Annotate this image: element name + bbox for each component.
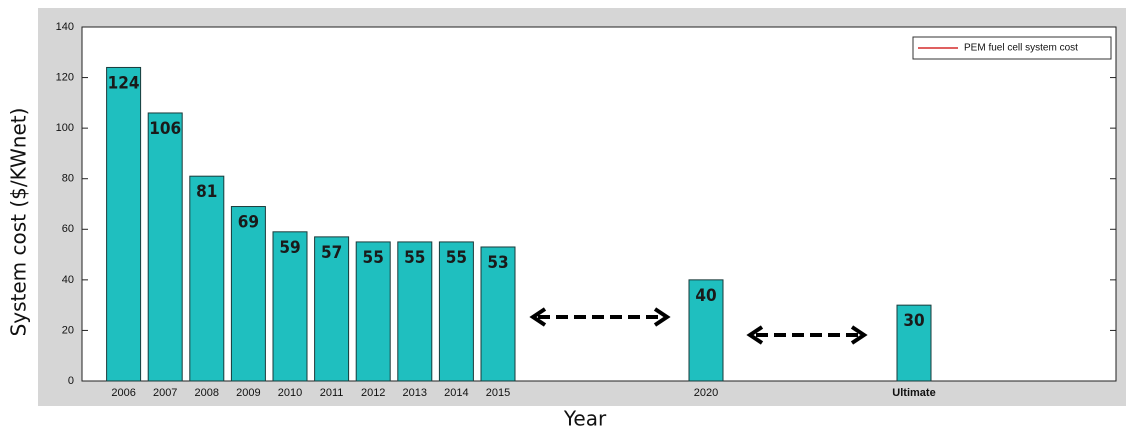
value-label: 124 (108, 73, 140, 93)
x-tick-label: 2013 (403, 387, 427, 399)
y-tick-label: 100 (56, 122, 74, 134)
value-label: 30 (903, 311, 924, 331)
legend-box (912, 36, 1112, 60)
value-label: 55 (404, 248, 425, 268)
bar (147, 112, 183, 382)
y-tick-label: 40 (62, 274, 74, 286)
bar (189, 175, 225, 382)
x-tick-label: 2010 (278, 387, 302, 399)
x-tick-label: 2015 (486, 387, 510, 399)
x-tick-label: Ultimate (892, 387, 935, 399)
x-tick-label: 2012 (361, 387, 385, 399)
value-label: 81 (196, 182, 217, 202)
y-tick-label: 120 (56, 71, 74, 83)
bar (272, 231, 308, 382)
bar (480, 246, 516, 382)
bar (106, 66, 142, 382)
value-label: 55 (446, 248, 467, 268)
value-label: 106 (149, 119, 181, 139)
value-label: 69 (238, 213, 259, 233)
bar (355, 241, 391, 382)
bar (230, 206, 266, 382)
value-label: 59 (279, 238, 300, 258)
arrow (746, 325, 868, 345)
x-tick-label: 2006 (111, 387, 135, 399)
x-tick-label: 2014 (444, 387, 468, 399)
value-label: 53 (487, 253, 508, 273)
arrow (529, 307, 671, 327)
x-tick-label: 2008 (195, 387, 219, 399)
y-tick-label: 0 (68, 375, 74, 387)
x-tick-label: 2020 (694, 387, 718, 399)
bar (438, 241, 474, 382)
value-label: 55 (363, 248, 384, 268)
y-axis-title: System cost ($/KWnet) (7, 108, 31, 337)
y-tick-label: 60 (62, 223, 74, 235)
y-tick-label: 20 (62, 324, 74, 336)
x-tick-label: 2007 (153, 387, 177, 399)
x-tick-label: 2011 (320, 387, 344, 399)
value-label: 40 (695, 286, 716, 306)
bar (688, 279, 724, 382)
y-tick-label: 80 (62, 173, 74, 185)
x-tick-label: 2009 (236, 387, 260, 399)
legend-label: PEM fuel cell system cost (964, 43, 1078, 54)
y-tick-label: 140 (56, 21, 74, 33)
x-axis-title: Year (563, 407, 607, 431)
bar (397, 241, 433, 382)
bar (314, 236, 350, 382)
value-label: 57 (321, 243, 342, 263)
bar (896, 304, 932, 382)
